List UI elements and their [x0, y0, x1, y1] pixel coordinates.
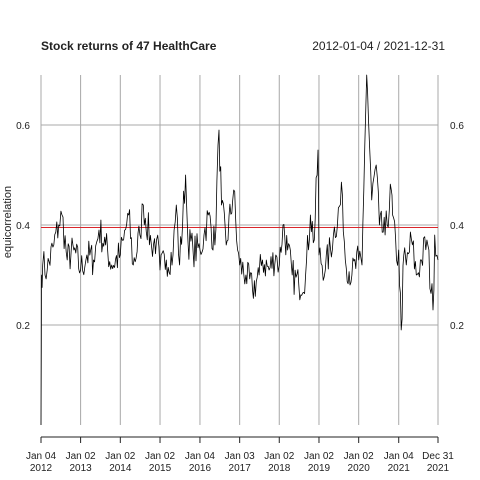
x-tick-label-month: Jan 04	[185, 451, 215, 462]
x-tick-label-year: 2016	[189, 463, 212, 474]
x-tick-label-month: Jan 02	[66, 451, 96, 462]
y-tick-label-right: 0.2	[450, 321, 464, 332]
x-tick-label-year: 2019	[308, 463, 331, 474]
chart-date-range: 2012-01-04 / 2021-12-31	[312, 39, 445, 53]
x-tick-label-month: Jan 02	[105, 451, 135, 462]
x-tick-label-month: Jan 02	[145, 451, 175, 462]
x-tick-label-year: 2021	[427, 463, 450, 474]
chart-title: Stock returns of 47 HealthCare	[41, 39, 217, 53]
x-tick-label-month: Jan 02	[344, 451, 374, 462]
x-tick-label-year: 2018	[268, 463, 291, 474]
x-tick-label-month: Dec 31	[422, 451, 454, 462]
series-line-0	[40, 74, 439, 426]
x-tick-label-year: 2020	[348, 463, 371, 474]
y-axis-label: equicorrelation	[2, 186, 14, 258]
y-tick-label-left: 0.4	[16, 221, 30, 232]
y-tick-label-left: 0.2	[16, 321, 30, 332]
x-tick-label-year: 2017	[229, 463, 252, 474]
x-tick-label-year: 2014	[109, 463, 132, 474]
y-tick-label-right: 0.4	[450, 221, 464, 232]
y-tick-label-left: 0.6	[16, 121, 30, 132]
x-tick-label-month: Jan 03	[225, 451, 255, 462]
x-tick-label-month: Jan 02	[304, 451, 334, 462]
y-tick-label-right: 0.6	[450, 121, 464, 132]
x-tick-label-month: Jan 02	[264, 451, 294, 462]
series-layer	[40, 74, 439, 426]
x-tick-label-year: 2015	[149, 463, 172, 474]
x-tick-label-month: Jan 04	[384, 451, 414, 462]
x-tick-label-year: 2021	[388, 463, 411, 474]
x-tick-label-year: 2013	[69, 463, 92, 474]
x-tick-label-year: 2012	[30, 463, 53, 474]
x-tick-label-month: Jan 04	[26, 451, 56, 462]
